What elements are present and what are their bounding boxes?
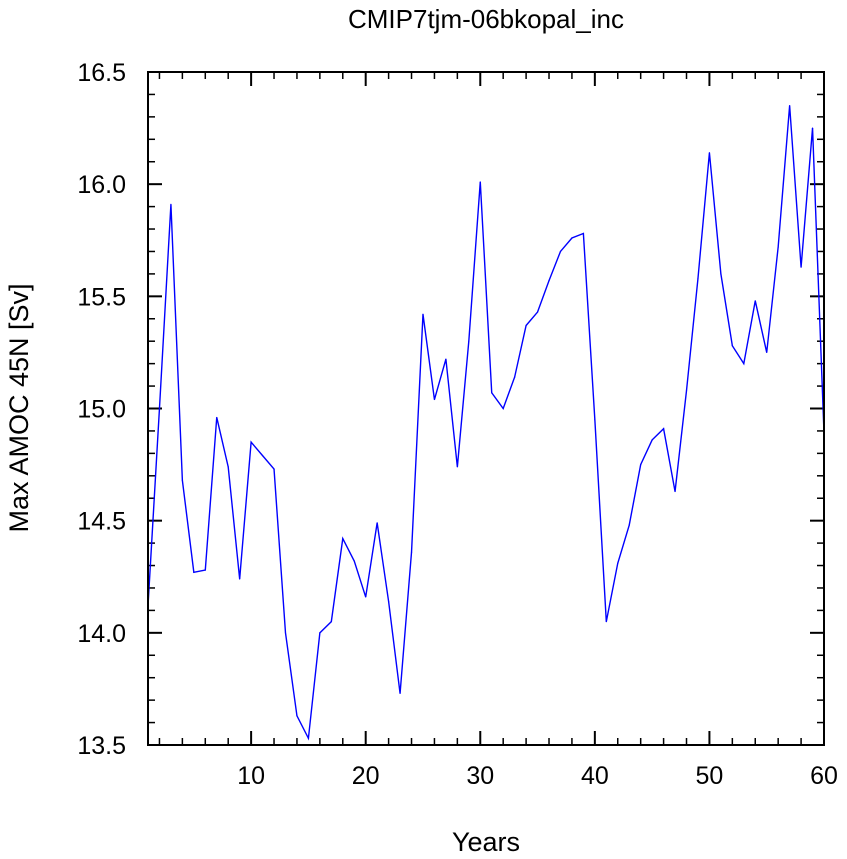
data-point: [181, 479, 183, 481]
y-tick-label: 14.5: [77, 508, 126, 536]
x-tick-label: 20: [352, 762, 380, 790]
data-point: [468, 340, 470, 342]
data-point: [525, 324, 527, 327]
data-point: [789, 105, 791, 107]
data-point: [777, 246, 779, 248]
data-point: [640, 463, 642, 466]
data-point: [502, 407, 504, 410]
data-point: [548, 280, 550, 282]
data-point: [731, 345, 733, 347]
data-point: [158, 407, 161, 410]
data-point: [307, 737, 310, 739]
x-tick-label: 30: [466, 762, 494, 790]
data-point: [674, 490, 676, 493]
data-point: [342, 538, 344, 540]
data-point: [296, 715, 298, 717]
data-point: [319, 632, 321, 634]
data-point: [559, 250, 562, 253]
data-point: [250, 441, 252, 443]
y-axis-title: Max AMOC 45N [Sv]: [4, 283, 34, 532]
x-tick-label: 50: [696, 762, 724, 790]
data-point: [204, 569, 206, 571]
data-point: [582, 232, 584, 235]
data-point: [284, 632, 287, 634]
data-point: [766, 351, 768, 354]
data-point: [433, 398, 436, 401]
data-point: [170, 203, 172, 205]
data-point: [720, 273, 722, 275]
data-point: [662, 428, 665, 430]
y-tick-label: 15.5: [77, 283, 126, 311]
data-point: [273, 468, 275, 470]
data-point: [365, 596, 367, 598]
data-point: [571, 237, 573, 239]
data-point: [193, 571, 195, 573]
data-point: [743, 363, 745, 365]
data-point: [399, 692, 401, 695]
data-point: [445, 358, 447, 360]
data-point: [617, 562, 619, 564]
x-tick-label: 40: [581, 762, 609, 790]
axis-ticks: [148, 71, 825, 746]
data-point: [388, 600, 390, 603]
plot-frame: [147, 71, 825, 746]
data-point: [708, 152, 711, 154]
data-point: [697, 277, 699, 279]
data-point: [330, 621, 332, 623]
y-tick-label: 13.5: [77, 732, 126, 760]
data-point: [261, 455, 264, 457]
y-tick-label: 16.5: [77, 59, 126, 87]
y-axis-tick-labels: 13.5 14.0 14.5 15.0 15.5 16.0 16.5: [77, 59, 126, 760]
data-point: [754, 300, 756, 302]
data-point: [353, 560, 355, 562]
data-point: [628, 524, 630, 526]
data-point: [227, 466, 229, 468]
data-point: [491, 392, 493, 394]
data-point: [456, 466, 458, 468]
data-point: [605, 621, 607, 623]
data-point: [422, 313, 424, 315]
series-line: [147, 105, 825, 741]
data-point: [594, 419, 596, 421]
data-point: [811, 127, 814, 129]
data-point: [410, 551, 413, 553]
y-tick-label: 15.0: [77, 396, 126, 424]
data-point: [376, 522, 378, 524]
x-tick-label: 10: [237, 762, 265, 790]
x-axis-title: Years: [452, 827, 520, 857]
data-point: [239, 578, 241, 580]
x-tick-label: 60: [810, 762, 838, 790]
y-tick-label: 16.0: [77, 171, 126, 199]
y-tick-label: 14.0: [77, 620, 126, 648]
data-point: [651, 439, 653, 441]
data-point: [685, 389, 688, 392]
data-point: [216, 416, 218, 419]
data-point: [514, 376, 516, 378]
data-point: [536, 311, 539, 313]
x-axis-tick-labels: 10 20 30 40 50 60: [237, 762, 838, 790]
chart-title: CMIP7tjm-06bkopal_inc: [348, 4, 624, 34]
data-points: [147, 105, 825, 739]
data-point: [800, 266, 802, 268]
data-point: [479, 181, 481, 183]
